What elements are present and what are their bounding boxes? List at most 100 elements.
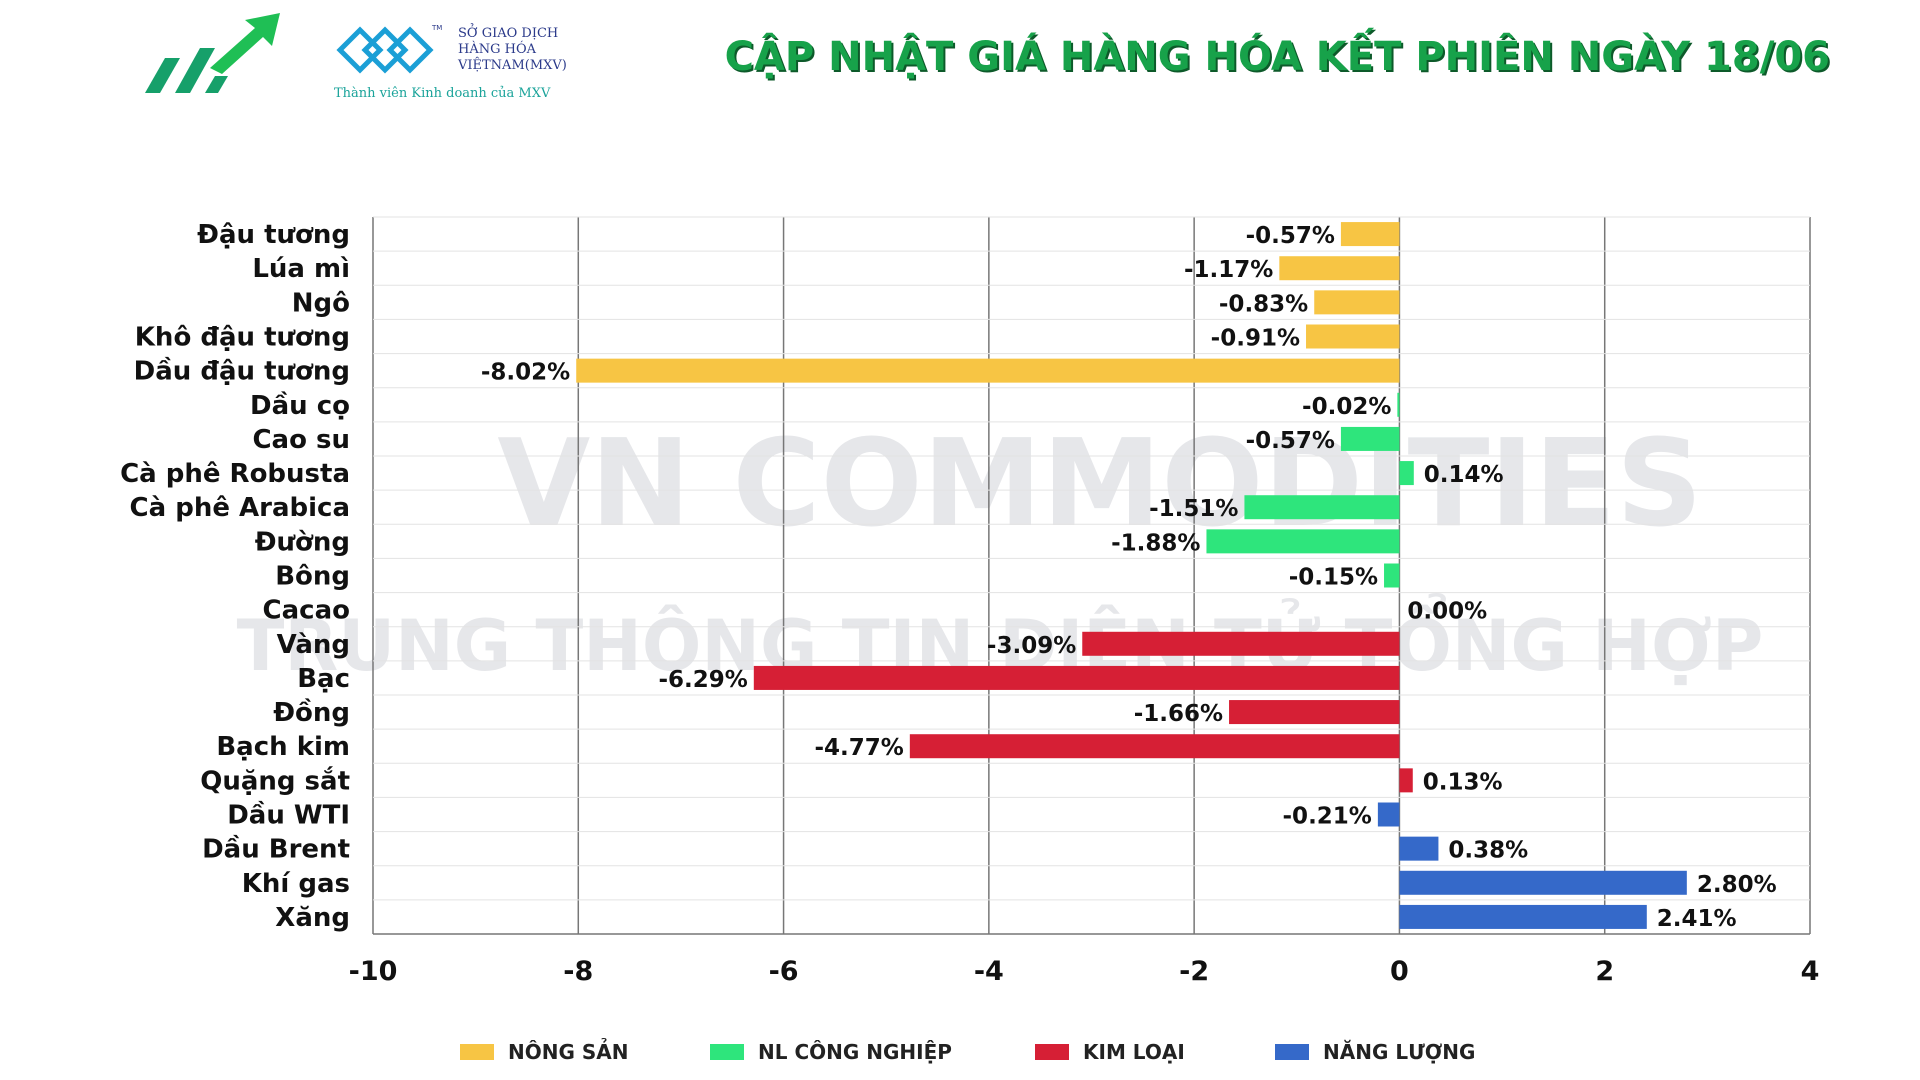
value-label: -1.51% [1149, 496, 1238, 522]
value-label: 0.14% [1424, 462, 1504, 488]
bar [1340, 222, 1400, 247]
bar [753, 665, 1400, 690]
legend-item-nang-luong: NĂNG LƯỢNG [1275, 1040, 1475, 1064]
x-tick-label: 2 [1595, 956, 1614, 987]
x-tick-label: -2 [1179, 956, 1209, 987]
x-axis-ticks: -10 -8 -6 -4 -2 0 2 4 [349, 956, 1820, 987]
legend-swatch [1035, 1044, 1069, 1060]
category-label: Dầu đậu tương [134, 356, 350, 387]
bar [1244, 495, 1400, 520]
bar [1397, 392, 1400, 417]
value-label: -1.88% [1111, 530, 1200, 556]
legend-item-nong-san: NÔNG SẢN [460, 1040, 628, 1064]
bar [1279, 256, 1400, 281]
value-label: -0.83% [1219, 291, 1308, 317]
value-label: -4.77% [814, 735, 903, 761]
category-label: Bạc [297, 664, 350, 694]
x-tick-label: 4 [1801, 956, 1820, 987]
category-label: Xăng [275, 903, 350, 933]
legend-item-nl-cong-nghiep: NL CÔNG NGHIỆP [710, 1040, 952, 1064]
x-tick-label: 0 [1390, 956, 1409, 987]
page-title: CẬP NHẬT GIÁ HÀNG HÓA KẾT PHIÊN NGÀY 18/… [724, 34, 1830, 80]
value-label: -1.17% [1184, 257, 1273, 283]
grid [372, 216, 1811, 935]
x-tick-label: -6 [769, 956, 799, 987]
legend-label: KIM LOẠI [1083, 1040, 1185, 1064]
mxv-name-line: SỞ GIAO DỊCH [458, 26, 559, 41]
value-label: -8.02% [481, 360, 570, 386]
legend: NÔNG SẢN NL CÔNG NGHIỆP KIM LOẠI NĂNG LƯ… [0, 1040, 1920, 1070]
legend-swatch [1275, 1044, 1309, 1060]
category-label: Khí gas [242, 869, 350, 899]
category-label: Bông [275, 562, 350, 592]
bar [1082, 631, 1400, 656]
category-label: Đường [255, 527, 350, 557]
value-label: -0.57% [1246, 428, 1335, 454]
commodity-bar-chart: VN COMMODITIES TRUNG THÔNG TIN ĐIỆN TỬ T… [120, 216, 1820, 987]
legend-item-kim-loai: KIM LOẠI [1035, 1040, 1185, 1064]
category-label: Đồng [273, 697, 350, 728]
value-label: 0.38% [1448, 838, 1528, 864]
value-label: -0.02% [1302, 394, 1391, 420]
value-label: 0.13% [1423, 769, 1503, 795]
legend-label: NĂNG LƯỢNG [1323, 1040, 1476, 1064]
category-label: Dầu WTI [227, 800, 350, 831]
category-label: Khô đậu tương [135, 323, 350, 353]
category-label: Cà phê Arabica [130, 493, 350, 523]
legend-label: NL CÔNG NGHIỆP [758, 1040, 952, 1064]
legend-swatch [460, 1044, 494, 1060]
bar [1314, 290, 1400, 315]
category-label: Cà phê Robusta [120, 459, 350, 489]
watermark-line1: VN COMMODITIES [497, 415, 1702, 554]
vnc-logo-icon [145, 13, 280, 93]
category-label: Lúa mì [252, 254, 350, 284]
mxv-tm: TM [431, 24, 442, 32]
bar [1399, 461, 1414, 486]
legend-label: NÔNG SẢN [508, 1040, 629, 1064]
mxv-logo-icon: TM [336, 24, 442, 74]
mxv-name: SỞ GIAO DỊCH HÀNG HÓA VIỆTNAM(MXV) [458, 26, 567, 74]
category-label: Vàng [277, 630, 350, 660]
value-label: -6.29% [658, 667, 747, 693]
bar [1399, 870, 1687, 895]
bars [576, 222, 1687, 929]
header: TM SỞ GIAO DỊCH HÀNG HÓA VIỆTNAM(MXV) Th… [0, 0, 1920, 130]
value-label: -1.66% [1134, 701, 1223, 727]
value-labels: -0.57% -1.17% -0.83% -0.91% -8.02% -0.02% -0.5… [481, 223, 1777, 932]
mxv-name-line: HÀNG HÓA [458, 42, 536, 57]
value-label: 2.80% [1697, 872, 1777, 898]
bar [909, 734, 1400, 759]
mxv-name-line: VIỆTNAM(MXV) [458, 58, 567, 73]
value-label: -0.15% [1289, 565, 1378, 591]
value-label: 0.00% [1407, 599, 1487, 625]
mxv-subtitle: Thành viên Kinh doanh của MXV [334, 86, 551, 101]
bar [1340, 426, 1400, 451]
category-label: Dầu cọ [250, 390, 350, 421]
category-label: Dầu Brent [202, 834, 350, 865]
mxv-logo: TM SỞ GIAO DỊCH HÀNG HÓA VIỆTNAM(MXV) Th… [330, 20, 590, 110]
bar [1229, 700, 1400, 725]
category-label: Bạch kim [216, 732, 350, 762]
value-label: -0.57% [1246, 223, 1335, 249]
x-tick-label: -10 [349, 956, 398, 987]
bar [1399, 768, 1413, 793]
value-label: 2.41% [1657, 906, 1737, 932]
value-label: -0.91% [1211, 326, 1300, 352]
x-tick-label: -4 [974, 956, 1004, 987]
category-label: Ngô [292, 288, 350, 318]
category-label: Cao su [252, 425, 350, 455]
bar [1384, 563, 1400, 588]
x-tick-label: -8 [563, 956, 593, 987]
value-label: -3.09% [987, 633, 1076, 659]
bar [1206, 529, 1400, 554]
bar [1399, 836, 1439, 861]
value-label: -0.21% [1283, 804, 1372, 830]
bar [1377, 802, 1400, 827]
bar [1399, 904, 1647, 929]
category-label: Đậu tương [197, 220, 350, 250]
legend-swatch [710, 1044, 744, 1060]
bar [1306, 324, 1400, 349]
bar [576, 358, 1400, 383]
category-label: Cacao [263, 596, 350, 626]
